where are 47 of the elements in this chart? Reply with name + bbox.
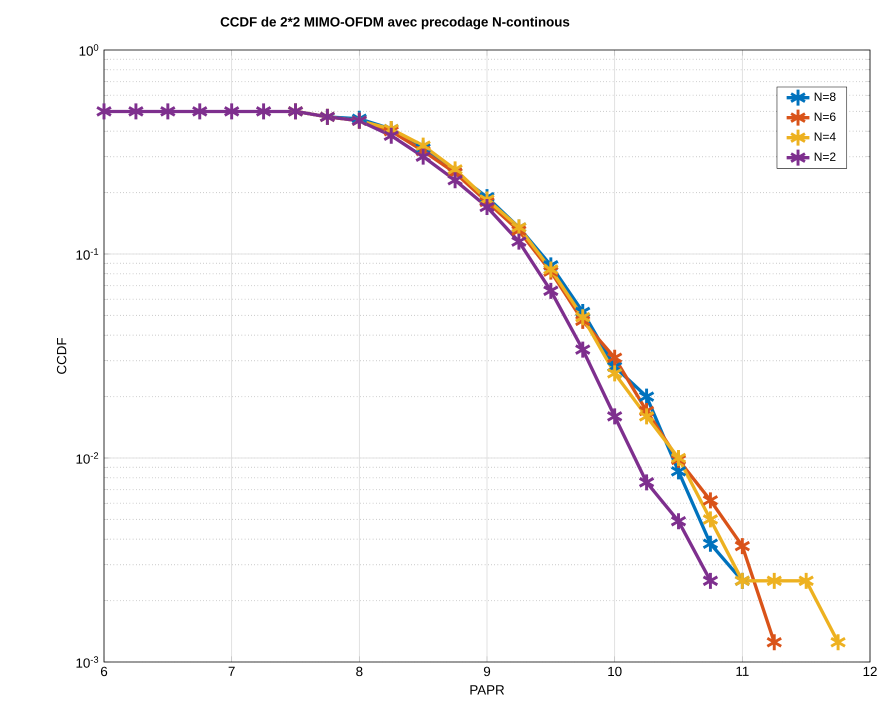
point bbox=[159, 102, 176, 121]
legend-label: N=4 bbox=[814, 132, 836, 141]
point bbox=[670, 512, 687, 531]
point bbox=[766, 632, 783, 652]
point bbox=[414, 147, 432, 166]
x-tick-label: 9 bbox=[484, 666, 490, 676]
x-tick-label: 12 bbox=[864, 666, 877, 676]
legend-label: N=6 bbox=[814, 112, 836, 121]
point bbox=[223, 102, 240, 121]
x-tick-label: 7 bbox=[228, 666, 235, 676]
point bbox=[702, 490, 719, 510]
point bbox=[96, 102, 112, 121]
point bbox=[606, 348, 624, 368]
y-tick-label: 10$^{-1}$ bbox=[76, 248, 98, 260]
y-tick-label: 10$^{0}$ bbox=[80, 44, 98, 56]
point bbox=[638, 472, 655, 492]
x-tick-label: 11 bbox=[736, 666, 749, 676]
point bbox=[702, 510, 719, 529]
point bbox=[542, 281, 560, 300]
x-tick-label: 10 bbox=[608, 666, 622, 676]
point bbox=[702, 571, 719, 590]
point bbox=[606, 406, 624, 426]
y-tick-label: 10$^{-3}$ bbox=[76, 656, 98, 668]
chart-title: CCDF de 2*2 MIMO-OFDM avec precodage N-continous bbox=[220, 16, 570, 30]
point bbox=[574, 308, 592, 327]
legend-label: N=8 bbox=[814, 92, 836, 101]
y-axis-title: CCDF bbox=[56, 338, 66, 374]
point bbox=[798, 571, 815, 590]
point bbox=[510, 232, 528, 252]
x-tick-label: 6 bbox=[100, 666, 108, 676]
y-tick-label: 10$^{-2}$ bbox=[76, 452, 98, 464]
point bbox=[830, 632, 846, 652]
point bbox=[606, 364, 624, 383]
point bbox=[478, 198, 496, 216]
point bbox=[702, 534, 719, 554]
point bbox=[255, 102, 272, 121]
legend-label: N=2 bbox=[814, 152, 836, 161]
point bbox=[734, 536, 751, 556]
point bbox=[638, 406, 655, 426]
point bbox=[382, 126, 400, 146]
x-axis-title: PAPR bbox=[470, 685, 504, 694]
x-tick-label: 8 bbox=[356, 666, 362, 676]
point bbox=[766, 571, 783, 590]
point bbox=[128, 102, 144, 121]
point bbox=[446, 170, 464, 190]
point bbox=[191, 102, 208, 121]
point bbox=[574, 340, 592, 360]
